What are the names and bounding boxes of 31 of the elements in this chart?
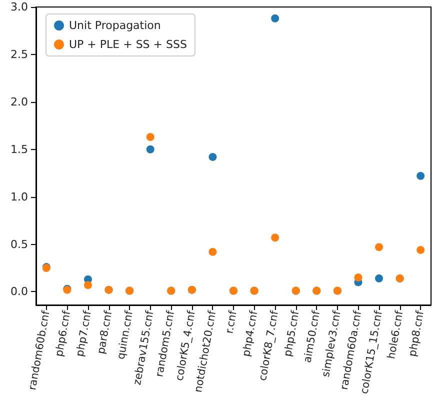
y-tick-label: 2.5 [10, 48, 28, 61]
y-tick-label: 2.0 [10, 95, 28, 108]
x-tick-label: php6.cnf [53, 310, 74, 358]
point [416, 246, 425, 254]
legend-label: Unit Propagation [69, 19, 161, 32]
point [354, 273, 362, 282]
point [375, 243, 384, 252]
x-tick-label: r.cnf [224, 310, 240, 335]
legend-label: UP + PLE + SS + SSS [69, 38, 187, 51]
x-tick-label: aim50.cnf [302, 310, 323, 364]
x-tick-label: php7.cnf [74, 310, 94, 358]
x-tick-label: php4.cnf [240, 310, 260, 358]
point [271, 14, 280, 22]
point [416, 172, 425, 180]
y-tick-label: 1.5 [10, 142, 28, 156]
point [208, 248, 217, 256]
x-tick-label: quinn.cnf [115, 310, 136, 360]
point [208, 152, 217, 161]
x-tick-label: par8.cnf [95, 310, 115, 355]
y-tick-label: 3.0 [10, 0, 28, 14]
x-tick-label: php8.cnf [406, 310, 427, 358]
point [146, 145, 154, 154]
y-tick-label: 0.5 [10, 238, 28, 251]
x-tick-label: hole6.cnf [385, 310, 406, 360]
x-tick-label: php5.cnf [282, 310, 302, 358]
y-tick-label: 0.0 [10, 285, 28, 298]
y-tick-label: 1.0 [10, 190, 28, 204]
point [375, 274, 384, 282]
point [146, 133, 154, 142]
point [271, 234, 280, 242]
point [84, 281, 92, 290]
